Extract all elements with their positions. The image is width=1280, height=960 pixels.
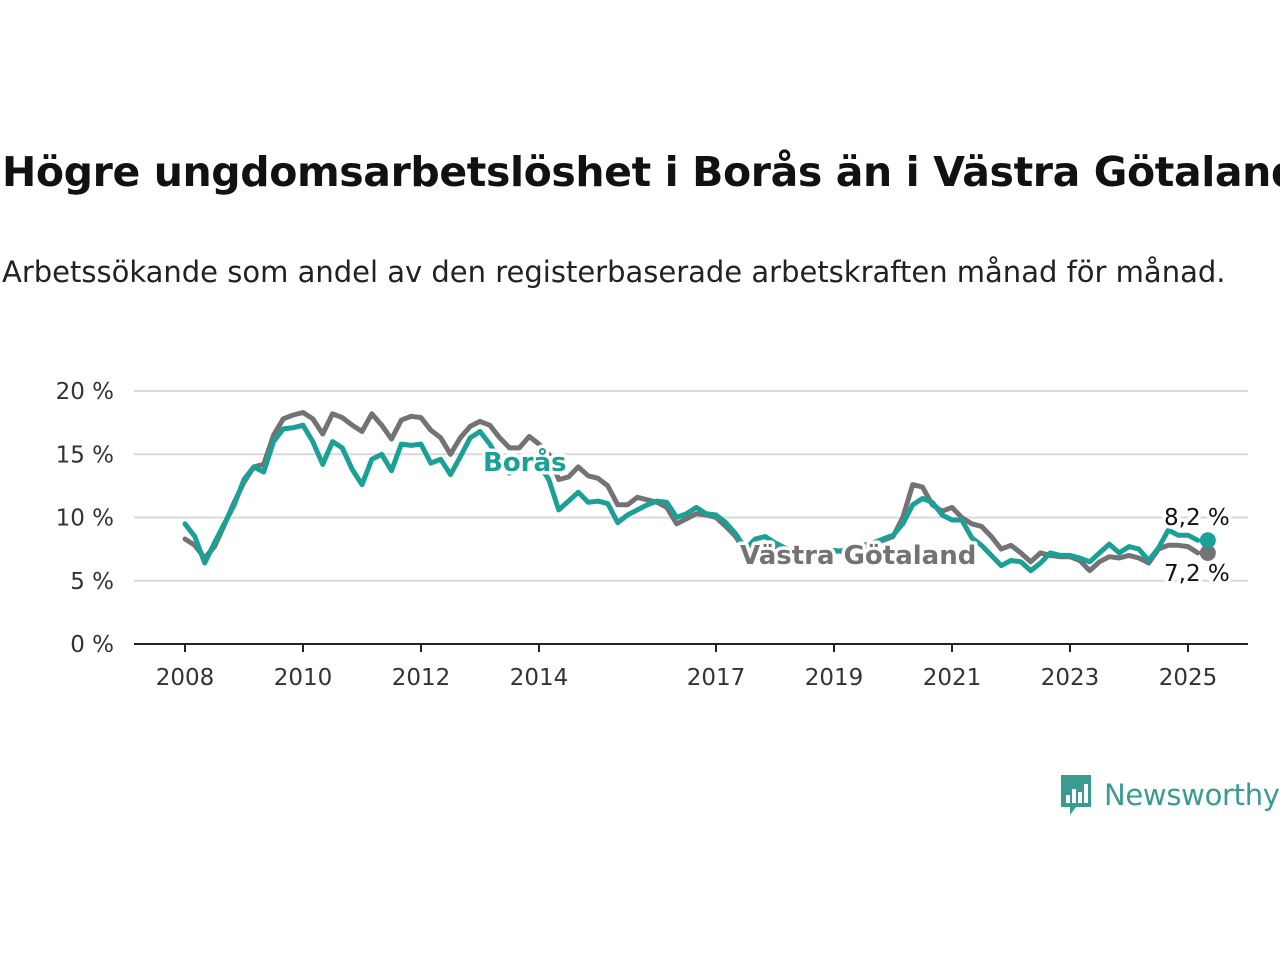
series-end-dot (1199, 532, 1216, 549)
x-tick-label: 2021 (923, 665, 982, 691)
chart-subtitle: Arbetssökande som andel av den registerb… (2, 255, 1226, 289)
y-tick-label: 15 % (56, 442, 114, 468)
x-tick-label: 2025 (1159, 665, 1218, 691)
series-lines (182, 410, 1216, 574)
x-tick-label: 2010 (274, 665, 333, 691)
y-tick-label: 10 % (56, 506, 114, 532)
x-axis-ticks: 2008 2010 2012 2014 2017 2019 2021 2023 2025 (156, 644, 1218, 691)
y-tick-label: 5 % (70, 569, 114, 595)
series-end-dot (1199, 544, 1216, 561)
bar-chart-speech-bubble-icon (1061, 775, 1091, 815)
chart-title: Högre ungdomsarbetslöshet i Borås än i V… (2, 148, 1280, 196)
brand-name: Newsworthy (1104, 778, 1280, 812)
y-tick-label: 20 % (56, 379, 114, 405)
x-tick-label: 2023 (1041, 665, 1100, 691)
end-label-vastra-gotaland: 7,2 % (1164, 561, 1230, 587)
series-line (182, 410, 1201, 574)
series-line (182, 422, 1201, 574)
series-label-boras: Borås (483, 446, 567, 478)
gridlines (134, 390, 1248, 582)
newsworthy-logo: Newsworthy (1058, 772, 1280, 818)
x-tick-label: 2012 (392, 665, 451, 691)
y-axis-ticks: 0 % 5 % 10 % 15 % 20 % (56, 379, 114, 658)
x-tick-label: 2019 (805, 665, 864, 691)
end-label-boras: 8,2 % (1164, 505, 1230, 531)
series-label-vastra-gotaland: Västra Götaland (740, 541, 976, 571)
x-tick-label: 2017 (687, 665, 746, 691)
x-tick-label: 2014 (510, 665, 569, 691)
series-labels: Borås Västra Götaland 8,2 % 7,2 % (480, 443, 1234, 591)
y-tick-label: 0 % (70, 632, 114, 658)
x-tick-label: 2008 (156, 665, 215, 691)
line-chart: 0 %5 %10 %15 %20 % 2008 2010 2012 2014 2017 2… (56, 379, 1248, 691)
